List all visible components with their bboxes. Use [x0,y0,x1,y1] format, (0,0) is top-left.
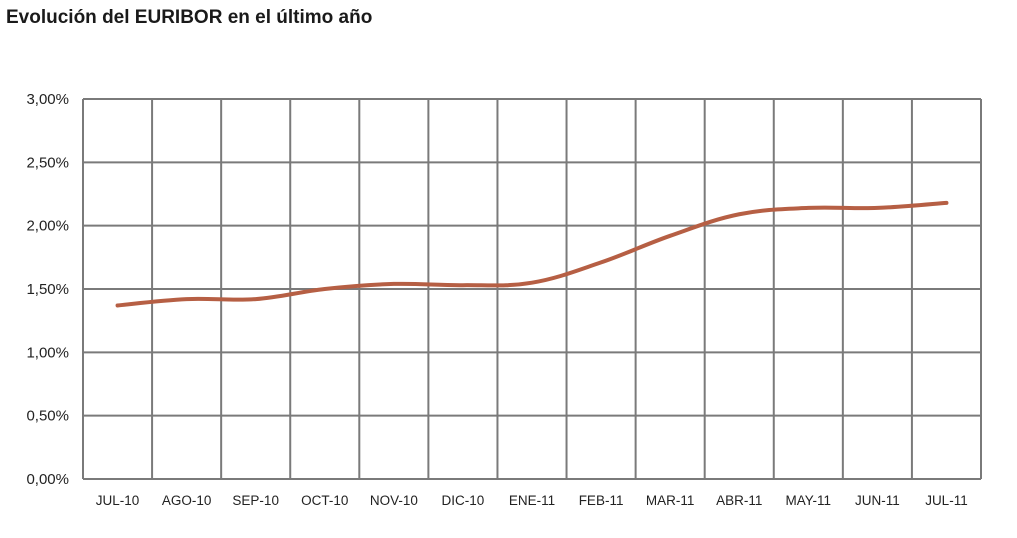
series-line [115,200,949,308]
y-tick-label: 1,00% [26,344,69,361]
x-axis-ticks: JUL-10 AGO-10 SEP-10 OCT-10 NOV-10 DIC-10 ENE-… [96,493,968,508]
data-point [875,206,879,210]
data-point [668,234,672,238]
x-tick-label: MAY-11 [786,493,832,508]
data-point [323,287,327,291]
data-point [254,297,258,301]
x-tick-label: ABR-11 [716,493,762,508]
data-point [116,303,120,307]
x-tick-label: JUL-11 [925,493,968,508]
x-tick-label: SEP-10 [232,493,279,508]
x-tick-label: OCT-10 [301,493,348,508]
x-tick-label: MAR-11 [646,493,695,508]
y-tick-label: 0,50% [26,408,69,425]
series-layer [115,200,949,308]
y-tick-label: 0,00% [26,471,69,488]
grid [82,98,982,480]
y-tick-label: 2,50% [26,154,69,171]
chart-title: Evolución del EURIBOR en el último año [6,7,373,28]
x-tick-label: JUN-11 [855,493,900,508]
y-tick-label: 2,00% [26,218,69,235]
data-point [530,281,534,285]
data-point [737,212,741,216]
x-tick-label: JUL-10 [96,493,140,508]
x-tick-label: DIC-10 [442,493,485,508]
x-tick-label: NOV-10 [370,493,418,508]
x-tick-label: AGO-10 [162,493,212,508]
data-point [392,282,396,286]
y-tick-label: 1,50% [26,281,69,298]
data-point [461,283,465,287]
x-tick-label: FEB-11 [579,493,624,508]
x-tick-label: ENE-11 [509,493,555,508]
data-point [944,201,948,205]
data-point [599,260,603,264]
data-point [806,206,810,210]
y-tick-label: 3,00% [26,91,69,108]
y-axis-ticks: 0,00% 0,50% 1,00% 1,50% 2,00% 2,50% 3,00% [26,91,69,488]
data-point [185,297,189,301]
